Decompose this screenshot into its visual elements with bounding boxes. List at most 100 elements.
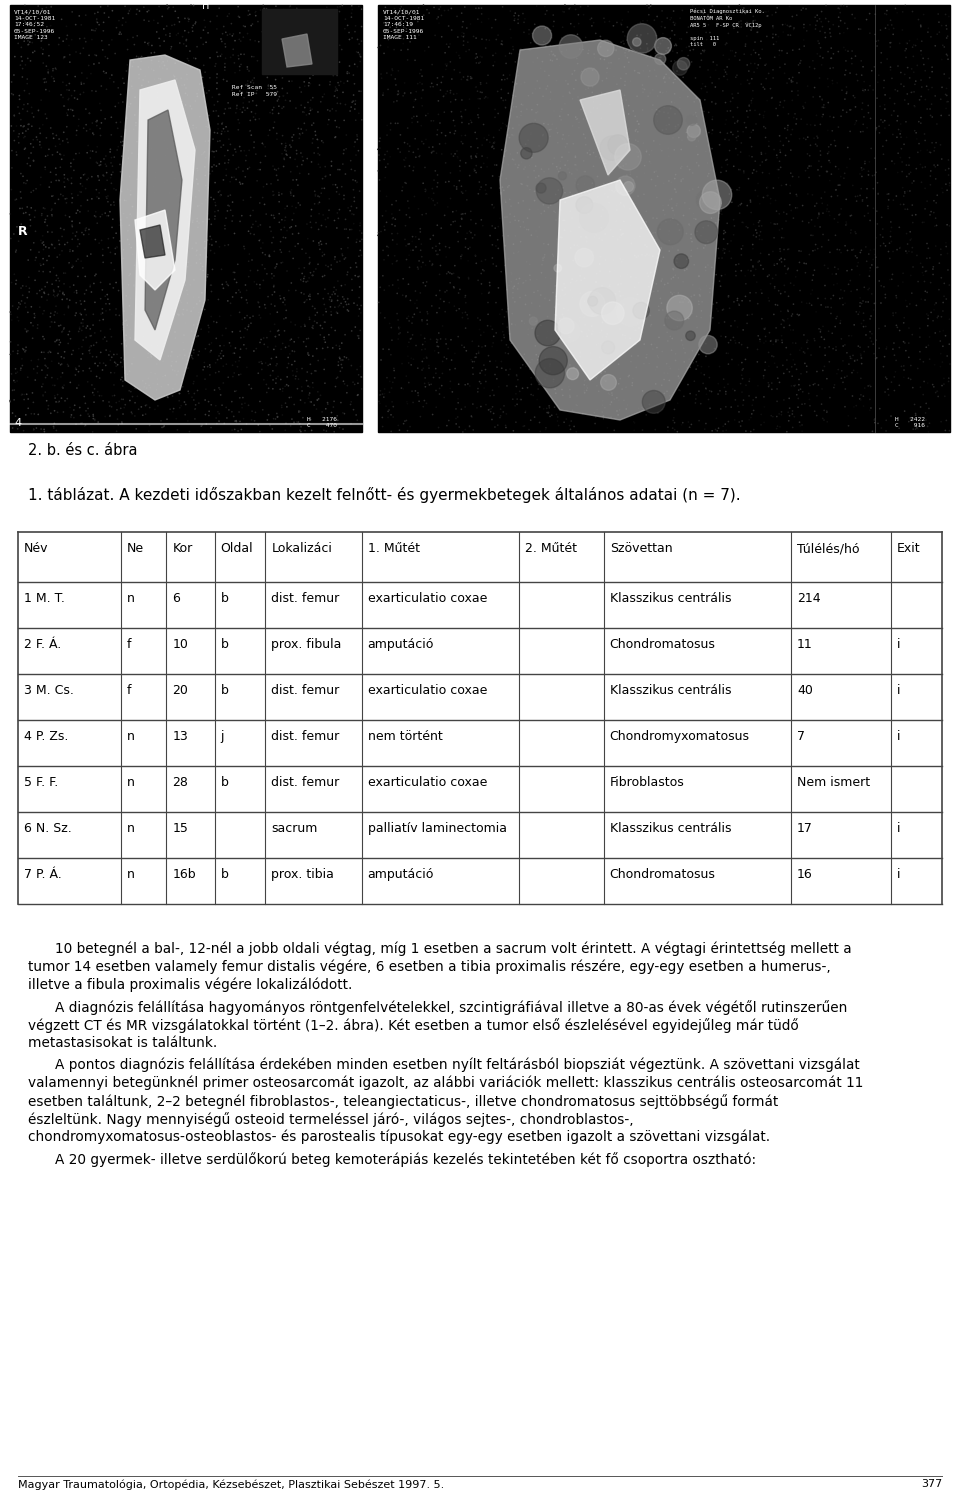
Point — [189, 292, 204, 316]
Point — [77, 26, 92, 50]
Circle shape — [598, 41, 614, 57]
Point — [445, 200, 461, 224]
Point — [776, 226, 791, 250]
Point — [578, 77, 593, 101]
Point — [148, 281, 163, 305]
Point — [495, 224, 511, 248]
Point — [242, 119, 257, 143]
Point — [140, 341, 156, 365]
Point — [498, 358, 514, 382]
Point — [312, 155, 327, 179]
Point — [300, 287, 315, 311]
Point — [93, 149, 108, 173]
Text: Pécsi Diagnosztikai Ko.
BONATOM AR Ko
AR5 5   F-SP CR  VC12p

spin  111
tilt   0: Pécsi Diagnosztikai Ko. BONATOM AR Ko AR… — [690, 9, 765, 48]
Point — [520, 317, 536, 341]
Point — [760, 0, 776, 24]
Text: 3 M. Cs.: 3 M. Cs. — [24, 684, 74, 696]
Point — [78, 217, 93, 241]
Point — [20, 99, 36, 123]
Point — [21, 18, 36, 42]
Point — [240, 72, 255, 96]
Point — [223, 132, 238, 156]
Point — [294, 117, 309, 141]
Point — [498, 44, 514, 68]
Point — [458, 290, 473, 314]
Point — [431, 11, 446, 35]
Text: 6: 6 — [173, 593, 180, 605]
Point — [398, 203, 414, 227]
Point — [457, 335, 472, 359]
Point — [792, 278, 807, 302]
Point — [431, 0, 446, 21]
Point — [637, 244, 653, 268]
Point — [475, 257, 491, 281]
Point — [144, 51, 159, 75]
Point — [893, 60, 908, 84]
Point — [674, 128, 689, 152]
Point — [83, 275, 98, 299]
Point — [73, 411, 88, 435]
Point — [278, 134, 294, 158]
Point — [339, 137, 354, 161]
Point — [719, 32, 734, 56]
Point — [60, 387, 75, 411]
Point — [784, 355, 800, 379]
Point — [748, 9, 763, 33]
Point — [942, 173, 957, 197]
Point — [924, 92, 939, 116]
Point — [567, 146, 583, 170]
Point — [300, 33, 315, 57]
Point — [870, 35, 885, 59]
Point — [417, 371, 432, 396]
Point — [527, 18, 542, 42]
Point — [61, 78, 77, 102]
Point — [385, 229, 400, 253]
Point — [405, 391, 420, 415]
Point — [327, 80, 343, 104]
Point — [451, 281, 467, 305]
Point — [275, 141, 290, 165]
Point — [900, 295, 915, 319]
Point — [309, 388, 324, 412]
Point — [448, 41, 464, 65]
Point — [80, 167, 95, 191]
Point — [613, 30, 629, 54]
Point — [57, 45, 72, 69]
Point — [933, 87, 948, 111]
Point — [651, 242, 666, 266]
Point — [822, 350, 837, 374]
Point — [244, 99, 259, 123]
Point — [742, 281, 757, 305]
Point — [273, 230, 288, 254]
Point — [137, 314, 153, 338]
Point — [68, 224, 84, 248]
Point — [435, 65, 450, 89]
Point — [941, 47, 956, 71]
Point — [210, 117, 226, 141]
Point — [203, 66, 218, 90]
Point — [180, 205, 195, 229]
Point — [101, 343, 116, 367]
Point — [633, 11, 648, 35]
Text: chondromyxomatosus-osteoblastos- és parostealis típusokat egy-egy esetben igazol: chondromyxomatosus-osteoblastos- és paro… — [28, 1130, 770, 1145]
Point — [598, 158, 613, 182]
Point — [252, 295, 267, 319]
Point — [740, 215, 756, 239]
Point — [428, 235, 444, 259]
Point — [622, 214, 637, 238]
Point — [149, 232, 164, 256]
Point — [297, 101, 312, 125]
Point — [851, 334, 866, 358]
Point — [384, 221, 399, 245]
Point — [755, 307, 770, 331]
Point — [68, 12, 84, 36]
Point — [218, 114, 233, 138]
Point — [577, 289, 592, 313]
Point — [467, 158, 482, 182]
Point — [308, 359, 324, 384]
Point — [482, 274, 497, 298]
Circle shape — [576, 197, 593, 214]
Point — [899, 338, 914, 362]
Point — [674, 168, 689, 193]
Point — [108, 110, 124, 134]
